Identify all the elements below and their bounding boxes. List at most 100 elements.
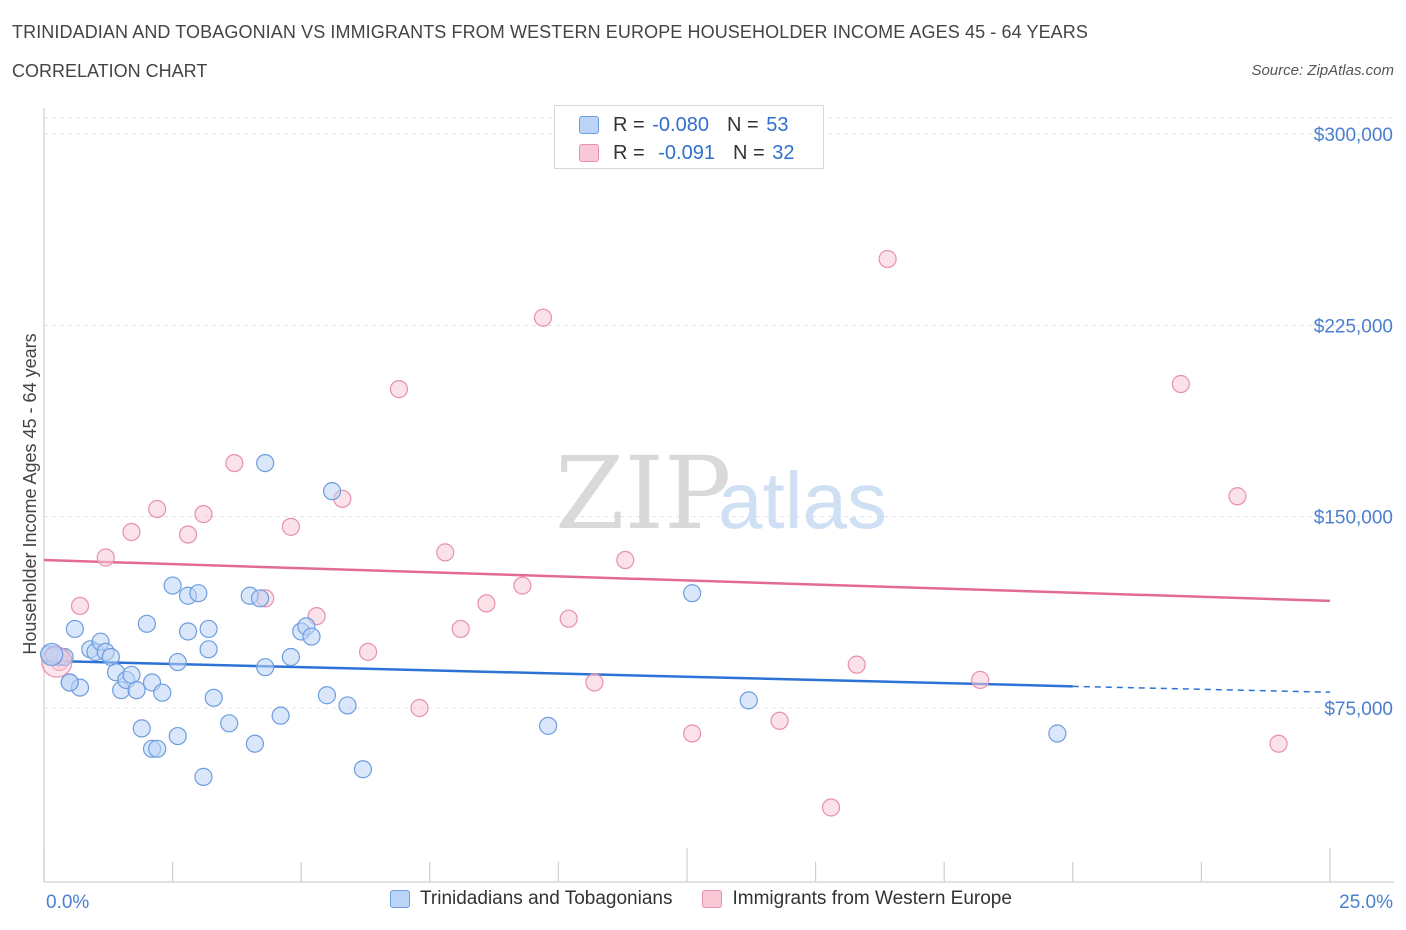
pink-point (194, 505, 213, 524)
blue-point (739, 691, 758, 710)
blue-point (256, 658, 275, 677)
blue-point (137, 614, 156, 633)
pink-point (683, 724, 702, 743)
blue-point (338, 696, 357, 715)
blue-point (1048, 724, 1067, 743)
blue-point (199, 619, 218, 639)
blue-point (168, 652, 187, 672)
trend-lines (43, 558, 1331, 693)
bottom-legend-label-pink: Immigrants from Western Europe (732, 888, 1012, 909)
blue-point (168, 726, 187, 746)
legend-row-blue: R = -0.080 N = 53 (579, 113, 788, 137)
pink-point (533, 308, 553, 327)
bottom-legend-item-pink: Immigrants from Western Europe (702, 888, 1012, 910)
blue-point (127, 681, 146, 700)
blue-point (101, 647, 120, 667)
pink-point (477, 594, 496, 613)
y-tick-label: $150,000 (1314, 508, 1393, 529)
blue-point (302, 627, 321, 646)
blue-point (353, 760, 373, 779)
blue-point (132, 719, 151, 738)
blue-point (178, 622, 198, 641)
blue-point (163, 576, 182, 595)
bottom-legend-label-blue: Trinidadians and Tobagonians (420, 888, 673, 909)
legend-n-value: 32 (772, 141, 795, 164)
pink-point (971, 670, 990, 690)
pink-point (389, 380, 409, 399)
blue-point (271, 706, 290, 725)
pink-point (122, 522, 141, 542)
tick-labels: $75,000 $150,000 $225,000 $300,000 0.0% 25.0% (46, 125, 1393, 913)
watermark-atlas: atlas (718, 456, 887, 545)
legend-r-value: -0.080 (652, 113, 709, 136)
pink-trend-line (43, 558, 1331, 603)
blue-point (322, 482, 342, 501)
blue-point (245, 734, 265, 753)
blue-trend-extension (1072, 685, 1331, 693)
pink-point (821, 798, 841, 817)
pink-point (451, 619, 470, 639)
pink-point (178, 525, 198, 544)
pink-point (847, 655, 866, 674)
pink-point (410, 698, 429, 718)
y-axis-label: Householder Income Ages 45 - 64 years (20, 333, 40, 654)
x-tick-label: 25.0% (1339, 892, 1393, 913)
pink-point (770, 711, 789, 730)
chart-title: TRINIDADIAN AND TOBAGONIAN VS IMMIGRANTS… (12, 22, 1088, 42)
y-axis-label-group: Householder Income Ages 45 - 64 years (20, 333, 40, 654)
blue-point (148, 739, 167, 758)
pink-point (96, 548, 115, 567)
grid-lines (44, 117, 1394, 709)
legend-n-label: N = (726, 113, 765, 136)
chart-subtitle: CORRELATION CHART (12, 61, 208, 81)
bottom-legend-item-blue: Trinidadians and Tobagonians (390, 888, 672, 910)
legend-row-pink: R = -0.091 N = 32 (579, 141, 794, 165)
pink-point (70, 596, 90, 616)
legend-swatch-blue (579, 116, 599, 134)
pink-point (436, 543, 455, 562)
pink-point (281, 517, 301, 536)
pink-point (148, 499, 167, 519)
pink-point (1171, 374, 1190, 394)
blue-point (250, 589, 270, 608)
blue-point (220, 714, 239, 733)
source-label: Source: ZipAtlas.com (1251, 62, 1394, 79)
blue-point (122, 665, 141, 684)
watermark: ZIP atlas (555, 435, 887, 552)
data-points (40, 249, 1288, 817)
blue-point (199, 640, 218, 659)
bottom-legend-swatch-blue (390, 890, 410, 908)
blue-point (539, 716, 558, 735)
legend-r-label: R = (613, 141, 651, 164)
blue-point (204, 688, 223, 707)
pink-point (878, 249, 897, 269)
pink-point (559, 609, 578, 628)
pink-point (513, 576, 532, 595)
pink-point (1228, 487, 1247, 506)
blue-point (194, 767, 213, 786)
pink-point (585, 673, 604, 692)
blue-point (683, 584, 702, 603)
axes (43, 108, 1394, 883)
blue-point (281, 647, 301, 667)
pink-point (358, 642, 378, 661)
blue-point (256, 453, 275, 473)
legend-n-label: N = (732, 141, 771, 164)
y-tick-label: $75,000 (1324, 699, 1393, 720)
legend-n-value: 53 (766, 113, 789, 136)
pink-point (225, 453, 244, 473)
blue-point (60, 673, 79, 692)
blue-trend-line (43, 659, 1073, 688)
watermark-zip: ZIP (555, 435, 731, 552)
legend: R = -0.080 N = 53 R = -0.091 N = 32 (554, 105, 824, 169)
bottom-legend-swatch-pink (702, 890, 723, 908)
pink-point (1269, 734, 1288, 753)
legend-swatch-pink (579, 144, 599, 162)
bottom-legend: Trinidadians and Tobagonians Immigrants … (390, 888, 1042, 910)
blue-cluster-point (40, 642, 64, 667)
legend-r-label: R = (613, 113, 651, 136)
x-tick-label: 0.0% (46, 892, 89, 913)
blue-point (65, 619, 84, 639)
pink-point (616, 550, 635, 570)
